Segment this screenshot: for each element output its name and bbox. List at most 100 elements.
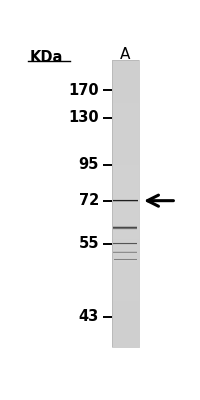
Bar bbox=[111, 67, 138, 70]
Bar bbox=[111, 146, 138, 149]
Bar bbox=[111, 165, 138, 168]
Bar bbox=[111, 246, 138, 249]
Text: 43: 43 bbox=[78, 309, 99, 324]
Bar bbox=[111, 220, 138, 223]
Text: 170: 170 bbox=[68, 83, 99, 98]
Bar bbox=[111, 270, 138, 273]
Bar bbox=[111, 332, 138, 335]
Bar bbox=[111, 84, 138, 86]
Bar bbox=[111, 127, 138, 130]
Bar bbox=[111, 234, 138, 237]
Bar bbox=[111, 136, 138, 139]
Bar bbox=[111, 339, 138, 342]
Bar bbox=[111, 304, 138, 306]
Bar bbox=[111, 179, 138, 182]
Bar bbox=[111, 280, 138, 282]
Bar bbox=[111, 112, 138, 115]
Bar bbox=[111, 77, 138, 80]
Bar bbox=[111, 182, 138, 184]
Bar bbox=[111, 124, 138, 127]
Bar bbox=[111, 287, 138, 290]
Bar bbox=[111, 268, 138, 270]
Bar bbox=[111, 110, 138, 113]
Bar bbox=[111, 144, 138, 146]
Text: 130: 130 bbox=[68, 110, 99, 125]
Bar bbox=[111, 153, 138, 156]
Bar bbox=[111, 70, 138, 72]
Bar bbox=[111, 74, 138, 77]
Bar bbox=[111, 284, 138, 287]
Bar bbox=[111, 239, 138, 242]
Bar bbox=[111, 222, 138, 225]
Bar bbox=[111, 148, 138, 151]
Bar bbox=[111, 170, 138, 172]
Bar bbox=[111, 122, 138, 125]
Bar bbox=[111, 72, 138, 75]
Bar bbox=[111, 308, 138, 311]
Bar bbox=[111, 263, 138, 266]
Bar bbox=[111, 89, 138, 91]
Bar bbox=[111, 277, 138, 280]
Bar bbox=[111, 129, 138, 132]
Bar bbox=[111, 218, 138, 220]
Bar bbox=[111, 344, 138, 347]
Bar bbox=[111, 91, 138, 94]
Bar bbox=[111, 306, 138, 308]
Bar bbox=[111, 251, 138, 254]
Bar bbox=[111, 172, 138, 175]
Bar bbox=[111, 163, 138, 165]
Bar bbox=[111, 203, 138, 206]
Bar bbox=[111, 322, 138, 325]
Bar bbox=[111, 230, 138, 232]
Bar bbox=[111, 272, 138, 275]
Bar bbox=[111, 232, 138, 234]
Bar bbox=[111, 186, 138, 189]
Bar bbox=[111, 256, 138, 258]
Bar bbox=[111, 313, 138, 316]
Bar bbox=[111, 139, 138, 142]
Bar bbox=[111, 86, 138, 89]
Bar bbox=[111, 208, 138, 211]
Bar bbox=[111, 117, 138, 120]
Bar bbox=[111, 96, 138, 98]
Bar bbox=[111, 292, 138, 294]
Bar bbox=[111, 65, 138, 68]
Bar bbox=[111, 156, 138, 158]
Bar bbox=[111, 141, 138, 144]
Bar bbox=[111, 253, 138, 256]
Bar bbox=[111, 327, 138, 330]
Bar bbox=[111, 320, 138, 323]
Text: KDa: KDa bbox=[30, 50, 63, 65]
Bar bbox=[111, 227, 138, 230]
Bar bbox=[111, 198, 138, 201]
Bar bbox=[111, 289, 138, 292]
Text: 95: 95 bbox=[78, 157, 99, 172]
Bar bbox=[111, 134, 138, 137]
Text: 72: 72 bbox=[78, 193, 99, 208]
Bar bbox=[111, 60, 138, 347]
Bar bbox=[111, 174, 138, 177]
Bar bbox=[111, 325, 138, 328]
Bar bbox=[111, 189, 138, 192]
Bar bbox=[111, 213, 138, 216]
Bar bbox=[111, 311, 138, 313]
Bar bbox=[111, 62, 138, 65]
Bar bbox=[111, 82, 138, 84]
Bar bbox=[111, 103, 138, 106]
Bar bbox=[111, 160, 138, 163]
Bar bbox=[111, 158, 138, 160]
Bar bbox=[111, 265, 138, 268]
Bar bbox=[111, 177, 138, 180]
Bar bbox=[111, 301, 138, 304]
Bar bbox=[111, 275, 138, 278]
Bar bbox=[111, 330, 138, 332]
Bar bbox=[111, 294, 138, 297]
Bar bbox=[111, 100, 138, 103]
Bar bbox=[111, 201, 138, 204]
Text: A: A bbox=[119, 47, 130, 62]
Bar bbox=[111, 196, 138, 199]
Bar bbox=[111, 296, 138, 299]
Bar bbox=[111, 237, 138, 239]
Bar bbox=[111, 225, 138, 228]
Bar bbox=[111, 316, 138, 318]
